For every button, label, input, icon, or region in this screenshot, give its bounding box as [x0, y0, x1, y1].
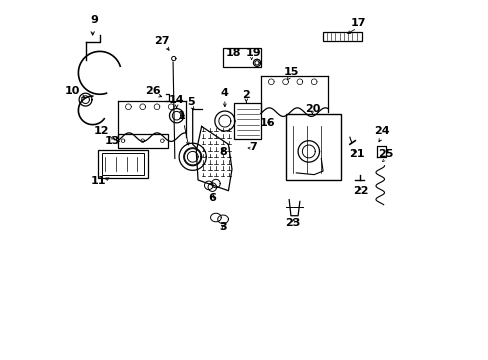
Text: 21: 21 [348, 149, 364, 159]
Text: 27: 27 [154, 36, 170, 46]
Bar [285, 114, 340, 180]
Bar [98, 150, 148, 178]
Bar [323, 32, 362, 41]
Text: 24: 24 [373, 126, 389, 136]
Bar [233, 103, 260, 139]
Text: 25: 25 [377, 149, 392, 159]
Text: 15: 15 [283, 67, 298, 77]
Text: 3: 3 [219, 222, 226, 232]
Text: 11: 11 [90, 176, 105, 185]
Text: 8: 8 [219, 147, 226, 157]
Text: 13: 13 [104, 136, 120, 146]
Bar [102, 153, 144, 175]
Text: 18: 18 [225, 48, 241, 58]
Text: 5: 5 [187, 97, 194, 107]
Text: 26: 26 [145, 86, 161, 96]
Text: 22: 22 [352, 186, 367, 196]
Bar [223, 48, 260, 67]
Text: 1: 1 [178, 111, 185, 121]
Text: 12: 12 [94, 126, 109, 136]
Bar [118, 134, 167, 148]
Text: 17: 17 [350, 18, 366, 28]
Text: 7: 7 [249, 141, 257, 152]
Text: 16: 16 [260, 118, 275, 129]
Text: 20: 20 [304, 104, 320, 114]
Text: 23: 23 [285, 219, 300, 229]
Text: 6: 6 [208, 193, 216, 203]
Text: 19: 19 [245, 48, 261, 58]
Text: 2: 2 [242, 90, 250, 100]
Text: 9: 9 [90, 15, 98, 25]
Text: 14: 14 [168, 95, 184, 105]
Text: 4: 4 [221, 88, 228, 98]
Text: 10: 10 [65, 86, 85, 98]
